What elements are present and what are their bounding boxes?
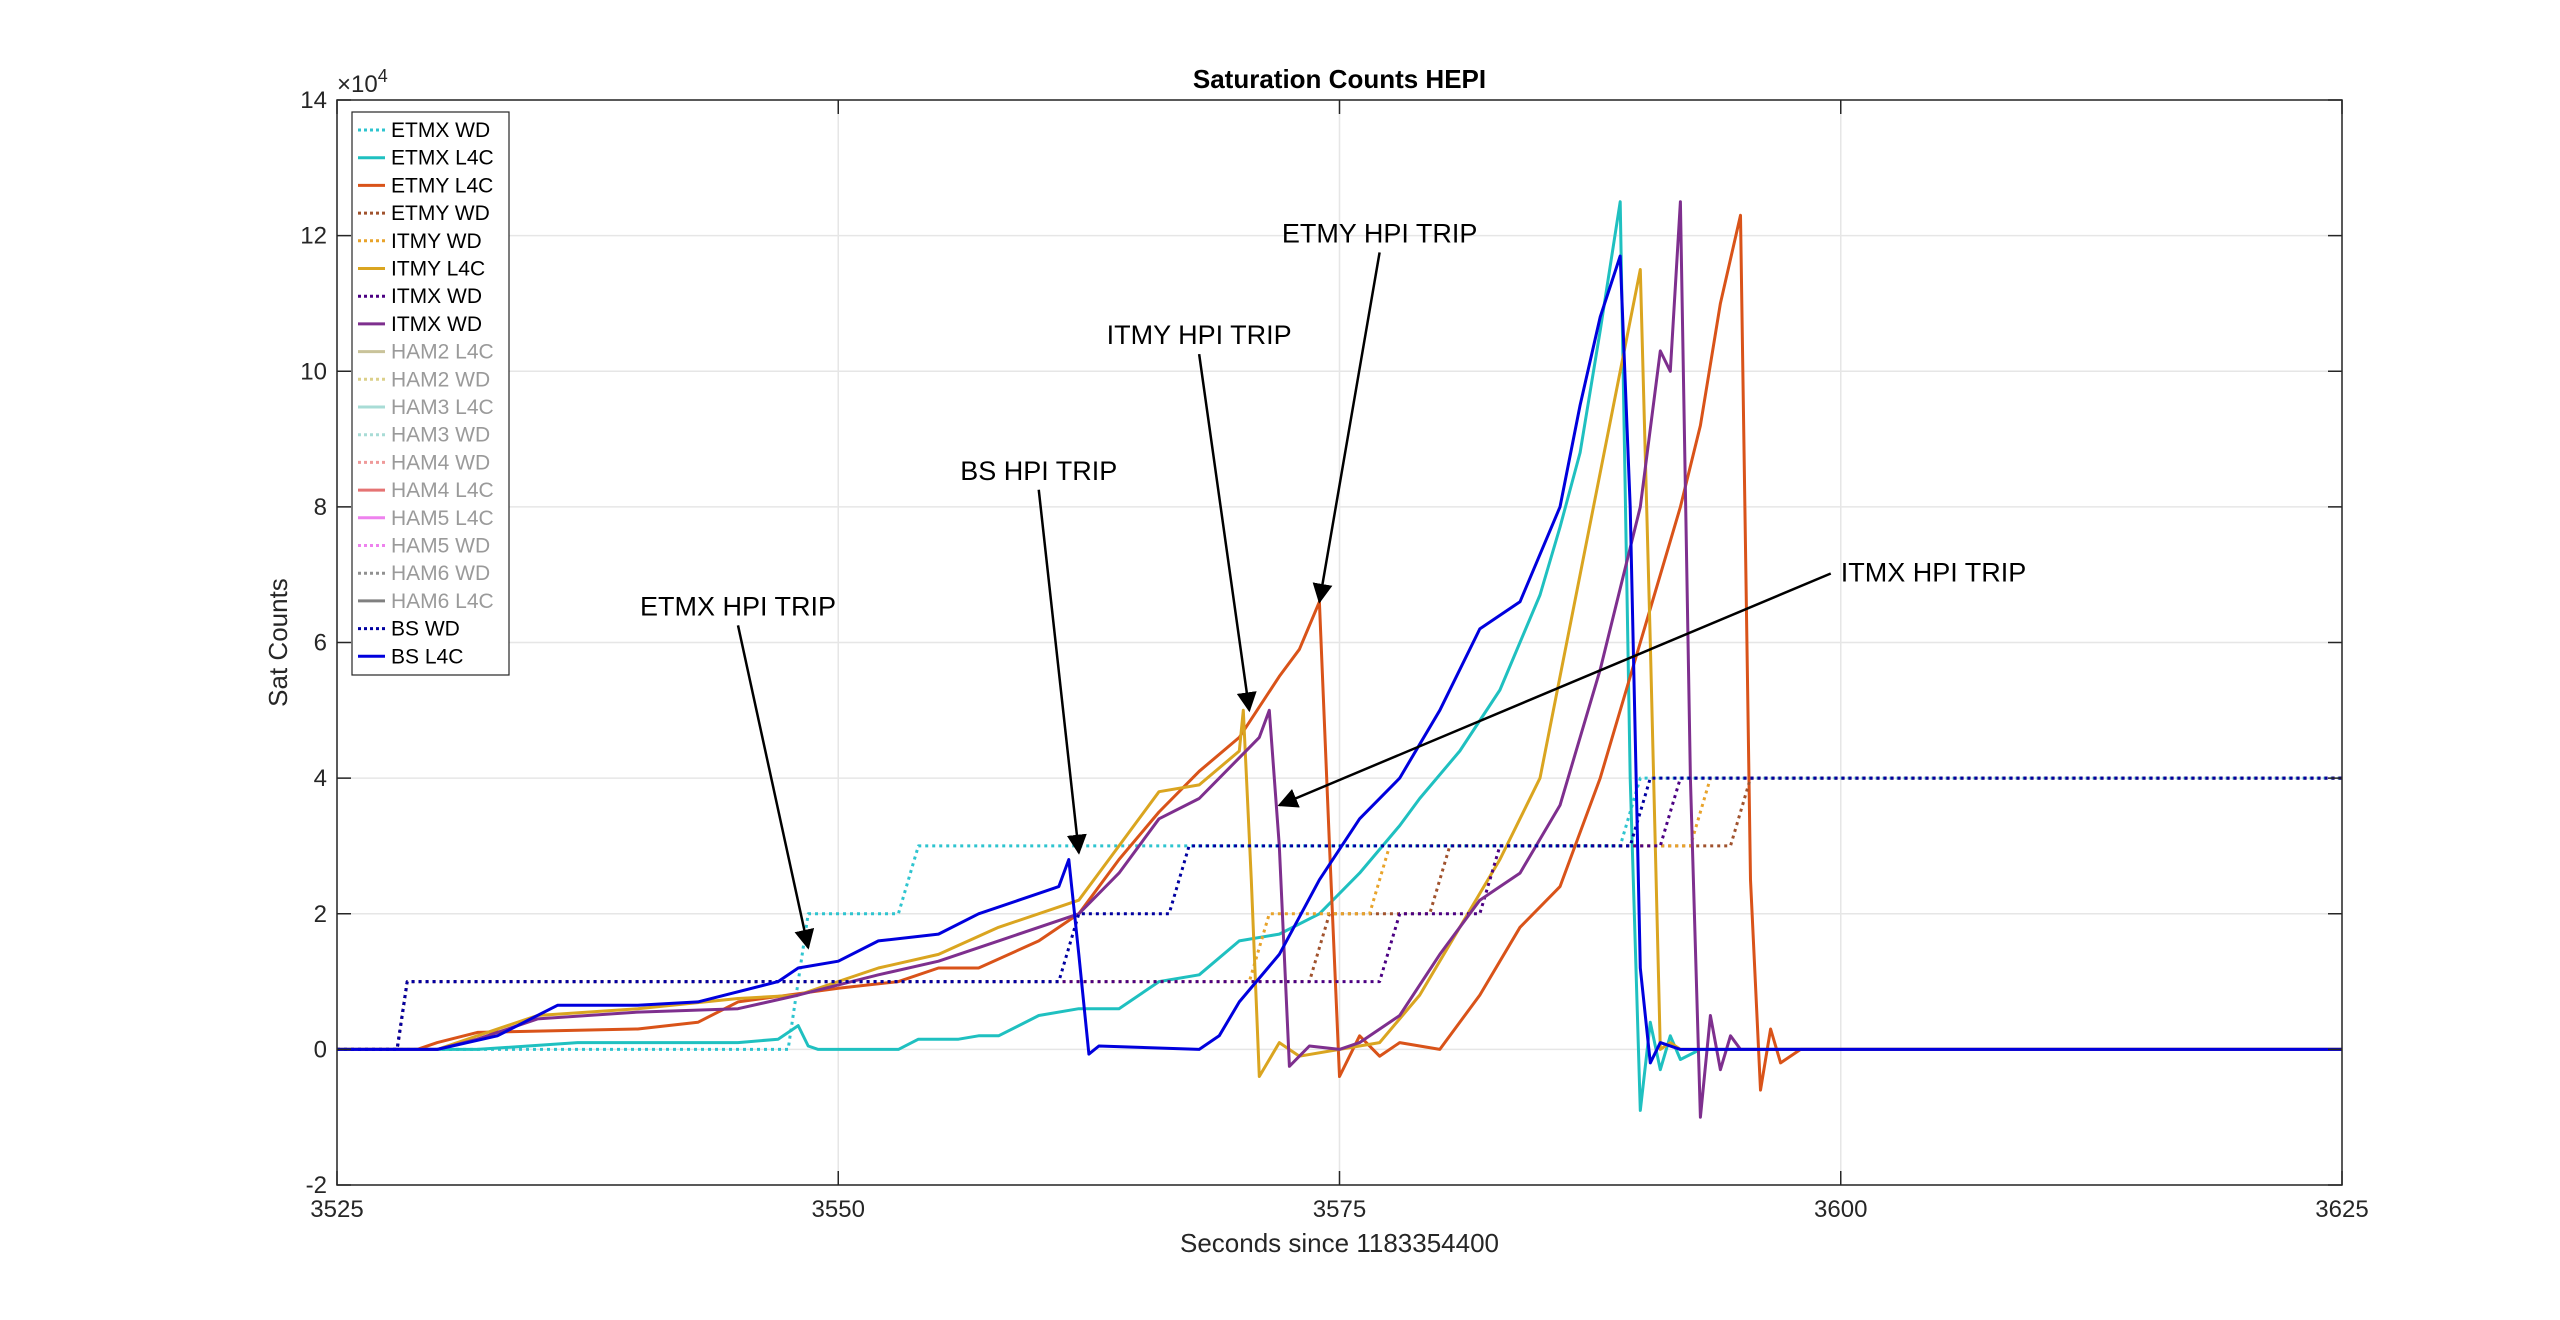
legend-label: HAM4 WD [391, 451, 490, 474]
series-line-19 [337, 254, 2342, 1065]
series-line-18 [337, 776, 2342, 1051]
y-exponent-label: ×104 [337, 66, 388, 98]
y-tick-label: 12 [300, 223, 327, 250]
legend-label: HAM3 L4C [391, 396, 494, 419]
annotation-label-2: ITMY HPI TRIP [1107, 320, 1292, 350]
legend-label: HAM5 L4C [391, 507, 494, 530]
y-tick-label: -2 [306, 1172, 327, 1199]
y-exponent-base: ×10 [337, 71, 378, 98]
y-tick-label: 4 [314, 765, 327, 792]
legend-label: ITMX WD [391, 313, 482, 336]
x-tick-label: 3525 [310, 1196, 363, 1223]
legend-label: HAM3 WD [391, 424, 490, 447]
legend-label: HAM2 L4C [391, 341, 494, 364]
series-lines [337, 200, 2342, 1119]
legend-label: ETMX L4C [391, 147, 494, 170]
legend-label: HAM6 WD [391, 562, 490, 585]
x-tick-label: 3625 [2315, 1196, 2368, 1223]
x-tick-label: 3575 [1313, 1196, 1366, 1223]
legend-label: ETMY WD [391, 202, 490, 225]
y-axis-label: Sat Counts [263, 578, 293, 707]
legend-label: ETMY L4C [391, 174, 493, 197]
y-tick-label: 14 [300, 87, 327, 114]
series-line-1 [337, 200, 2342, 1112]
annotations: ETMX HPI TRIP BS HPI TRIP ITMY HPI TRIP ETM… [640, 218, 2027, 950]
series-line-5 [337, 268, 2342, 1078]
y-exponent-power: 4 [378, 66, 388, 86]
annotation-arrow-0 [736, 625, 815, 950]
annotation-label-0: ETMX HPI TRIP [640, 591, 836, 621]
y-tick-label: 6 [314, 630, 327, 657]
legend-label: ETMX WD [391, 119, 490, 142]
annotation-arrow-4 [1277, 572, 1832, 808]
legend-label: BS WD [391, 618, 460, 641]
annotation-arrow-1 [1037, 489, 1087, 855]
legend-label: HAM4 L4C [391, 479, 494, 502]
legend-label: HAM2 WD [391, 368, 490, 391]
legend-box [351, 111, 510, 676]
x-axis-label: Seconds since 1183354400 [1180, 1228, 1499, 1258]
legend-label: ITMY WD [391, 230, 482, 253]
y-tick-label: 2 [314, 901, 327, 928]
x-tick-label: 3550 [812, 1196, 865, 1223]
y-tick-label: 0 [314, 1036, 327, 1063]
y-tick-label: 8 [314, 494, 327, 521]
y-tick-label: 10 [300, 358, 327, 385]
axis-ticks: 3525 3550 3575 3600 3625 -2 0 2 4 6 8 10 12 14 [300, 87, 2368, 1223]
legend-label: ITMX WD [391, 285, 482, 308]
annotation-arrow-2 [1197, 353, 1257, 713]
annotation-label-4: ITMX HPI TRIP [1841, 557, 2027, 587]
annotation-label-1: BS HPI TRIP [960, 456, 1117, 486]
legend-items: ETMX WD ETMX L4C ETMY L4C ETMY WD ITMY WD ITM… [358, 119, 494, 668]
legend-label: HAM5 WD [391, 535, 490, 558]
annotation-arrow-3 [1312, 252, 1381, 604]
annotation-label-3: ETMY HPI TRIP [1282, 218, 1478, 248]
legend-label: HAM6 L4C [391, 590, 494, 613]
chart-title: Saturation Counts HEPI [1193, 64, 1486, 94]
x-tick-label: 3600 [1814, 1196, 1867, 1223]
legend-label: ITMY L4C [391, 258, 485, 281]
legend-label: BS L4C [391, 645, 463, 668]
legend: ETMX WD ETMX L4C ETMY L4C ETMY WD ITMY WD ITM… [351, 111, 510, 676]
series-line-7 [337, 200, 2342, 1119]
series-line-0 [337, 776, 2342, 1051]
